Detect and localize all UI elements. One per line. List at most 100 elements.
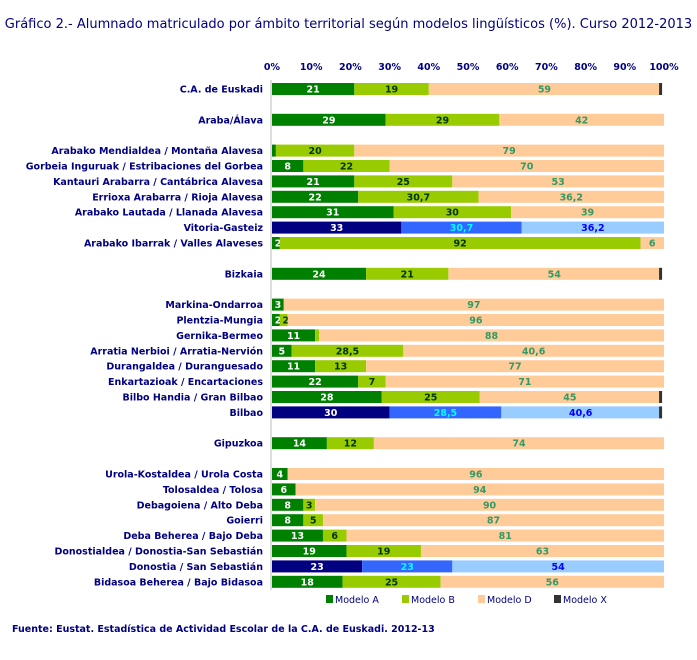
data-label-modelo-d: 97 bbox=[467, 300, 480, 311]
bar-segment-modelo-d bbox=[403, 344, 664, 357]
data-label-modelo-b: 30,7 bbox=[450, 223, 473, 234]
data-label-modelo-a: 19 bbox=[303, 547, 316, 558]
bar-segment-modelo-b bbox=[385, 113, 500, 126]
data-label-modelo-b: 21 bbox=[401, 269, 414, 280]
data-label-modelo-a: 33 bbox=[330, 223, 343, 234]
category-label: Debagoiena / Alto Deba bbox=[137, 500, 263, 511]
stacked-bar-chart: 0% 10% 20% 30% 40% 50% 60% 70% 80% 90% 100% C.A. de… bbox=[26, 62, 679, 606]
x-tick-label: 40% bbox=[417, 62, 440, 73]
bar-segment-modelo-b bbox=[279, 314, 288, 326]
data-label-modelo-a: 30 bbox=[324, 408, 338, 419]
legend-swatch bbox=[554, 595, 561, 603]
category-label: Durangaldea / Duranguesado bbox=[106, 362, 263, 373]
category-label: Gipuzkoa bbox=[214, 439, 263, 450]
bar-segment-modelo-a bbox=[272, 529, 323, 542]
category-label: Donostialdea / Donostia-San Sebastián bbox=[54, 547, 263, 558]
data-label-modelo-d: 56 bbox=[546, 577, 560, 588]
bar-segment-modelo-d bbox=[521, 221, 664, 234]
data-label-modelo-b: 3 bbox=[306, 500, 313, 511]
bar-segment-modelo-b bbox=[315, 329, 320, 342]
data-label-modelo-a: 11 bbox=[287, 331, 300, 342]
data-label-modelo-d: 54 bbox=[548, 269, 562, 280]
bar-segment-modelo-b bbox=[315, 360, 367, 373]
bar-segment-modelo-a bbox=[272, 160, 304, 172]
data-label-modelo-d: 81 bbox=[499, 531, 512, 542]
bar-segment-modelo-a bbox=[272, 237, 280, 249]
bar-segment-modelo-a bbox=[272, 545, 347, 557]
data-label-modelo-d: 90 bbox=[483, 500, 497, 511]
data-label-modelo-d: 74 bbox=[512, 439, 526, 450]
data-label-modelo-b: 29 bbox=[436, 115, 449, 126]
data-label-modelo-a: 22 bbox=[309, 377, 322, 388]
category-label: Goierri bbox=[226, 516, 263, 527]
bar-segment-modelo-a bbox=[272, 375, 359, 388]
bar-segment-modelo-a bbox=[272, 144, 276, 157]
data-label-modelo-a: 2 bbox=[275, 316, 282, 327]
bar-segment-modelo-b bbox=[279, 237, 641, 249]
bar-segment-modelo-d bbox=[322, 514, 664, 527]
bar-segment-modelo-a bbox=[272, 267, 367, 280]
bar-segment-modelo-b bbox=[291, 344, 404, 357]
bar-segment-modelo-a bbox=[272, 113, 386, 126]
data-label-modelo-d: 96 bbox=[469, 316, 483, 327]
category-label: Arabako Mendialdea / Montaña Alavesa bbox=[51, 146, 263, 157]
bar-segment-modelo-d bbox=[478, 190, 664, 203]
bar-segment-modelo-b bbox=[303, 160, 390, 172]
data-label-modelo-b: 22 bbox=[340, 162, 353, 173]
bar-segment-modelo-d bbox=[452, 175, 664, 188]
data-label-modelo-a: 8 bbox=[284, 500, 291, 511]
data-label-modelo-d: 87 bbox=[487, 516, 500, 527]
bar-segment-modelo-a bbox=[272, 221, 402, 234]
x-tick-label: 20% bbox=[339, 62, 362, 73]
bar-segment-modelo-b bbox=[358, 375, 386, 388]
bar-segment-modelo-d bbox=[283, 298, 664, 311]
data-label-modelo-d: 36,2 bbox=[560, 192, 583, 203]
bar-segment-modelo-b bbox=[303, 498, 316, 511]
data-label-modelo-b: 5 bbox=[310, 516, 317, 527]
data-label-modelo-b: 23 bbox=[401, 562, 414, 573]
x-tick-label: 0% bbox=[264, 62, 281, 73]
bar-segment-modelo-d bbox=[452, 560, 664, 573]
data-label-modelo-d: 94 bbox=[473, 485, 487, 496]
category-label: Enkartazioak / Encartaciones bbox=[108, 377, 263, 388]
data-label-modelo-a: 8 bbox=[284, 162, 291, 173]
category-label: Gorbeia Inguruak / Estribaciones del Gor… bbox=[26, 162, 263, 173]
data-label-modelo-d: 96 bbox=[469, 470, 483, 481]
data-label-modelo-b: 13 bbox=[334, 362, 347, 373]
data-label-modelo-d: 59 bbox=[538, 85, 551, 96]
bar-segment-modelo-d bbox=[287, 314, 664, 326]
category-label: Arabako Lautada / Llanada Alavesa bbox=[75, 208, 263, 219]
bar-segment-modelo-x bbox=[659, 406, 663, 419]
data-label-modelo-a: 21 bbox=[307, 85, 320, 96]
category-label: Urola-Kostaldea / Urola Costa bbox=[105, 470, 263, 481]
bar-segment-modelo-d bbox=[354, 144, 664, 157]
bar-segment-modelo-d bbox=[346, 529, 664, 542]
data-label-modelo-a: 21 bbox=[307, 177, 320, 188]
bar-segment-modelo-b bbox=[401, 221, 522, 234]
bar-segment-modelo-a bbox=[272, 175, 355, 188]
category-label: Bidasoa Beherea / Bajo Bidasoa bbox=[94, 577, 263, 588]
bar-segment-modelo-a bbox=[272, 190, 359, 203]
bar-segment-modelo-d bbox=[501, 406, 661, 419]
category-label: Tolosaldea / Tolosa bbox=[163, 485, 263, 496]
data-label-modelo-a: 28 bbox=[320, 393, 334, 404]
category-label: Errioxa Arabarra / Rioja Alavesa bbox=[92, 192, 263, 203]
source-note: Fuente: Eustat. Estadística de Actividad… bbox=[12, 624, 435, 635]
x-tick-label: 10% bbox=[300, 62, 323, 73]
legend-label: Modelo B bbox=[411, 595, 455, 606]
bar-segment-modelo-a bbox=[272, 344, 292, 357]
data-label-modelo-a: 22 bbox=[309, 192, 322, 203]
bar-segment-modelo-b bbox=[342, 575, 441, 588]
data-label-modelo-d: 53 bbox=[552, 177, 565, 188]
x-tick-label: 100% bbox=[649, 62, 679, 73]
bar-segment-modelo-b bbox=[366, 267, 449, 280]
data-label-modelo-b: 25 bbox=[424, 393, 437, 404]
data-label-modelo-a: 18 bbox=[301, 577, 315, 588]
bar-segment-modelo-b bbox=[354, 175, 453, 188]
data-label-modelo-a: 11 bbox=[287, 362, 300, 373]
category-label: Bilbo Handia / Gran Bilbao bbox=[122, 393, 263, 404]
category-label: Deba Beherea / Bajo Deba bbox=[123, 531, 263, 542]
bar-segment-modelo-d bbox=[389, 160, 664, 172]
bar-segment-modelo-b bbox=[354, 83, 429, 95]
data-label-modelo-a: 2 bbox=[275, 239, 282, 250]
